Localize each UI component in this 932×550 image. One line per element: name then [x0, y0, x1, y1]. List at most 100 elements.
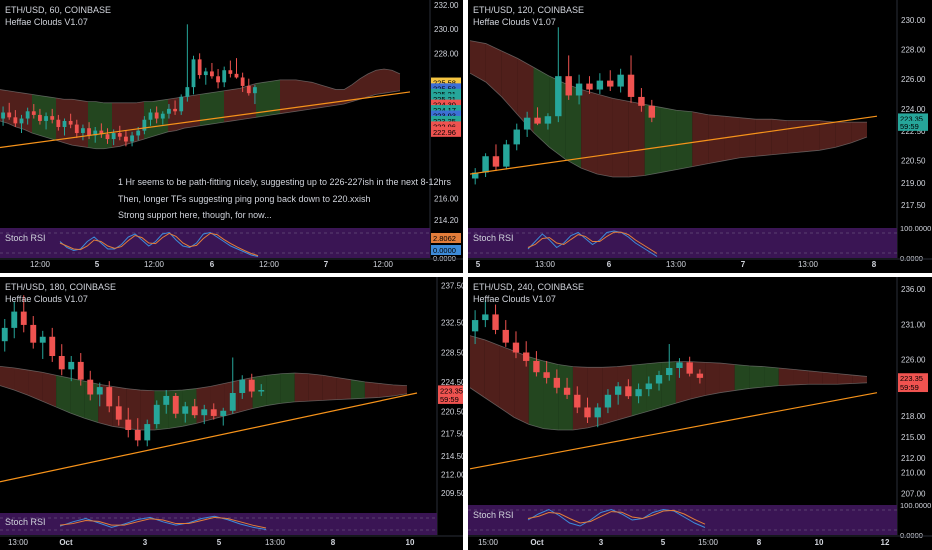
candle-body[interactable] — [533, 360, 540, 373]
candle-body[interactable] — [50, 116, 55, 120]
candle-body[interactable] — [167, 108, 171, 114]
candle-body[interactable] — [638, 96, 645, 106]
symbol-title[interactable]: ETH/USD, 180, COINBASE — [5, 282, 117, 292]
candle-body[interactable] — [68, 361, 75, 370]
candle-body[interactable] — [228, 70, 233, 74]
candle-body[interactable] — [543, 372, 550, 378]
trendline[interactable] — [469, 115, 878, 175]
chart-svg-60[interactable]: 232.00230.00228.00216.00214.20225.58225.… — [0, 0, 463, 273]
candle-body[interactable] — [253, 87, 257, 94]
candle-body[interactable] — [93, 130, 98, 136]
stoch-rsi-pane[interactable] — [468, 228, 897, 258]
candle-body[interactable] — [648, 105, 656, 118]
candle-body[interactable] — [523, 352, 530, 361]
chart-panel-180[interactable]: 237.50 232.50 228.50 224.50 220.50 217.50 214.… — [0, 277, 463, 550]
candle-body[interactable] — [625, 386, 632, 397]
candle-body[interactable] — [607, 80, 614, 87]
stoch-rsi-label[interactable]: Stoch RSI — [5, 517, 46, 527]
candle-body[interactable] — [105, 134, 110, 140]
candle-body[interactable] — [7, 112, 12, 118]
candle-body[interactable] — [30, 324, 37, 343]
candle-body[interactable] — [136, 130, 141, 136]
stoch-rsi-label[interactable]: Stoch RSI — [473, 510, 514, 520]
candle-body[interactable] — [134, 430, 141, 441]
stoch-rsi-label[interactable]: Stoch RSI — [5, 233, 46, 243]
candle-body[interactable] — [77, 361, 84, 380]
candle-body[interactable] — [246, 85, 251, 94]
candle-body[interactable] — [492, 156, 500, 167]
candle-body[interactable] — [62, 120, 67, 127]
candle-body[interactable] — [594, 407, 601, 418]
candle-body[interactable] — [96, 387, 103, 395]
candle-body[interactable] — [565, 76, 572, 96]
candle-body[interactable] — [179, 96, 184, 112]
candle-body[interactable] — [58, 356, 65, 370]
candle-body[interactable] — [555, 76, 562, 117]
candle-body[interactable] — [19, 118, 24, 124]
candle-body[interactable] — [130, 135, 134, 142]
candle-body[interactable] — [182, 406, 189, 414]
candle-body[interactable] — [471, 320, 479, 332]
indicator-name[interactable]: Heffae Clouds V1.07 — [473, 294, 556, 304]
candle-body[interactable] — [584, 407, 591, 418]
candle-body[interactable] — [154, 112, 159, 119]
candle-body[interactable] — [173, 108, 177, 112]
chart-svg-240[interactable]: 236.00231.00226.00222.00218.00215.00212.… — [468, 277, 932, 550]
candle-body[interactable] — [144, 424, 151, 441]
candle-body[interactable] — [655, 375, 663, 384]
candle-body[interactable] — [586, 83, 593, 90]
candle-body[interactable] — [11, 311, 18, 328]
chart-panel-240[interactable]: 236.00231.00226.00222.00218.00215.00212.… — [468, 277, 932, 550]
candle-body[interactable] — [124, 136, 128, 142]
stoch-rsi-pane[interactable] — [0, 513, 437, 535]
candle-body[interactable] — [49, 336, 56, 356]
candle-body[interactable] — [38, 114, 42, 121]
candle-body[interactable] — [617, 74, 624, 87]
candle-body[interactable] — [482, 314, 489, 321]
candle-body[interactable] — [172, 395, 179, 414]
candle-body[interactable] — [523, 117, 531, 130]
chart-panel-60[interactable]: 232.00230.00228.00216.00214.20225.58225.… — [0, 0, 463, 273]
candle-body[interactable] — [503, 144, 510, 167]
candle-body[interactable] — [482, 156, 489, 173]
candle-body[interactable] — [74, 124, 79, 134]
candle-body[interactable] — [645, 383, 652, 390]
candle-body[interactable] — [56, 119, 61, 127]
stoch-rsi-pane[interactable] — [0, 228, 430, 258]
candle-body[interactable] — [210, 409, 217, 416]
symbol-title[interactable]: ETH/USD, 60, COINBASE — [5, 5, 112, 15]
candle-body[interactable] — [81, 128, 85, 134]
candle-body[interactable] — [471, 172, 479, 179]
chart-panel-120[interactable]: 230.00 228.00 226.00 224.00 222.50 220.50 219.… — [468, 0, 932, 273]
candle-body[interactable] — [142, 119, 147, 131]
candle-body[interactable] — [99, 130, 104, 135]
candle-body[interactable] — [185, 87, 190, 97]
candle-body[interactable] — [248, 379, 255, 392]
candle-body[interactable] — [117, 133, 122, 137]
indicator-name[interactable]: Heffae Clouds V1.07 — [5, 17, 88, 27]
candle-body[interactable] — [229, 393, 236, 411]
candle-body[interactable] — [258, 390, 265, 392]
candle-body[interactable] — [191, 59, 196, 88]
candle-body[interactable] — [234, 73, 239, 78]
trendline[interactable] — [469, 392, 878, 470]
candle-body[interactable] — [191, 406, 198, 416]
candle-body[interactable] — [106, 387, 113, 407]
candle-body[interactable] — [163, 395, 170, 405]
candle-body[interactable] — [39, 336, 46, 343]
candle-body[interactable] — [220, 410, 227, 416]
candle-body[interactable] — [596, 80, 604, 90]
candle-body[interactable] — [574, 394, 581, 408]
candle-body[interactable] — [20, 311, 27, 325]
candle-body[interactable] — [492, 314, 499, 330]
candle-body[interactable] — [153, 404, 160, 425]
stoch-rsi-pane[interactable] — [468, 505, 897, 535]
candle-body[interactable] — [1, 112, 5, 119]
candle-body[interactable] — [240, 77, 245, 86]
candle-body[interactable] — [666, 368, 673, 376]
symbol-title[interactable]: ETH/USD, 240, COINBASE — [473, 282, 585, 292]
candle-body[interactable] — [534, 117, 541, 124]
candle-body[interactable] — [627, 74, 635, 97]
candle-body[interactable] — [13, 117, 18, 124]
candle-body[interactable] — [125, 419, 132, 430]
